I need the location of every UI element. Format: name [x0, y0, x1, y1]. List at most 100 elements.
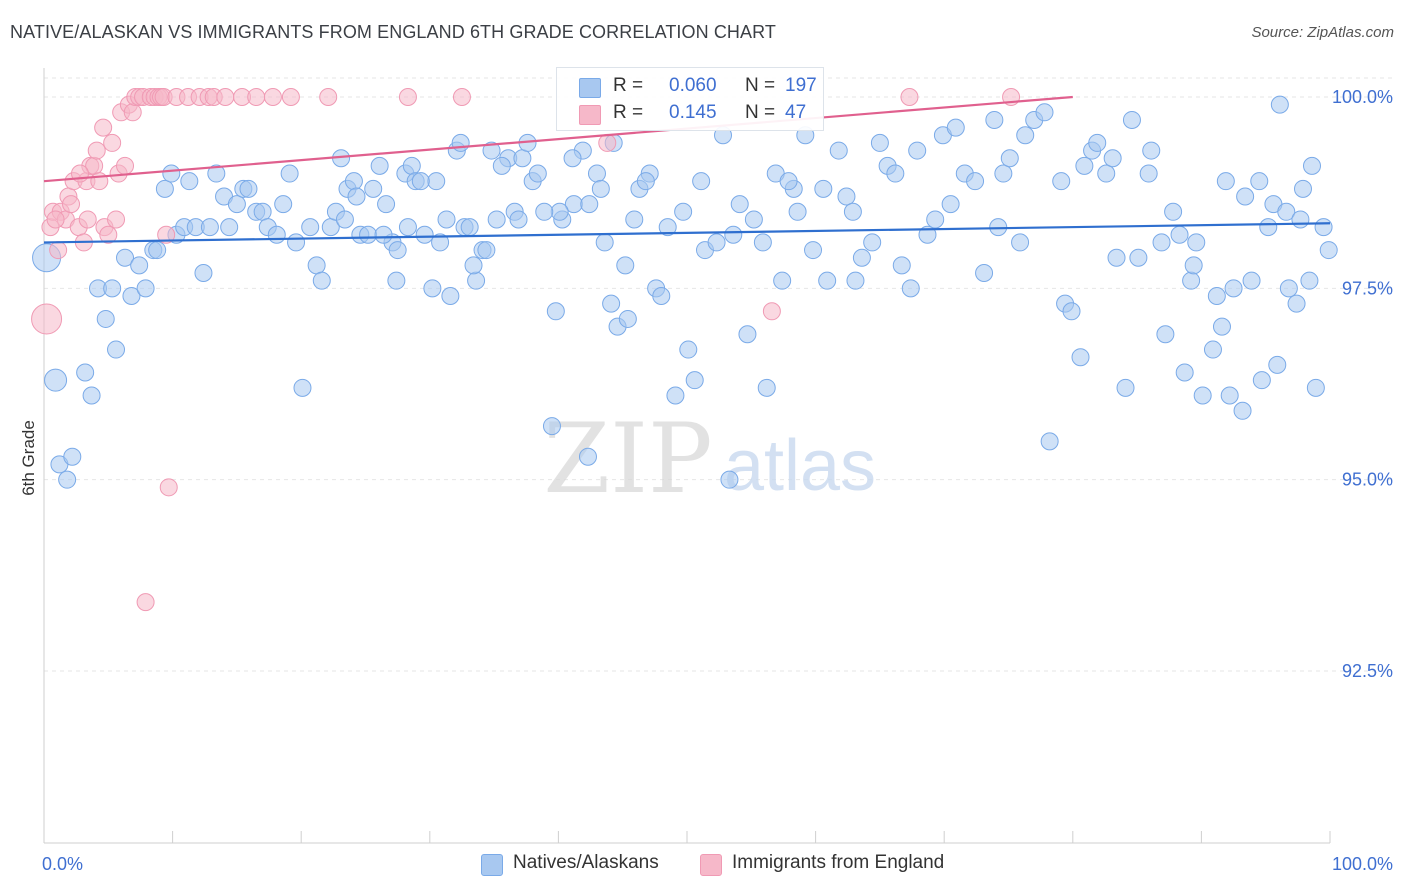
point-natives — [82, 386, 101, 405]
point-natives — [578, 447, 597, 466]
point-england — [49, 241, 68, 260]
point-natives — [1193, 386, 1212, 405]
point-natives — [1277, 202, 1296, 221]
point-natives — [1252, 371, 1271, 390]
point-natives — [1306, 378, 1325, 397]
point-natives — [1314, 218, 1333, 237]
point-natives — [587, 164, 606, 183]
point-natives — [1139, 164, 1158, 183]
point-england — [900, 88, 919, 106]
point-natives — [753, 233, 772, 252]
y-tick-label: 97.5% — [1342, 278, 1393, 298]
point-natives — [591, 179, 610, 198]
point-natives — [492, 156, 511, 175]
point-natives — [464, 256, 483, 275]
point-england — [46, 210, 65, 229]
point-natives — [1071, 348, 1090, 367]
point-natives — [535, 202, 554, 221]
axes-layer — [43, 68, 1331, 844]
point-natives — [773, 271, 792, 290]
point-natives — [220, 218, 239, 237]
point-natives — [1259, 218, 1278, 237]
y-tick-label: 95.0% — [1342, 470, 1393, 490]
point-england — [87, 141, 106, 160]
x-tick-label: 0.0% — [42, 854, 83, 874]
point-natives — [344, 172, 363, 191]
point-natives — [423, 279, 442, 298]
point-natives — [666, 386, 685, 405]
point-natives — [994, 164, 1013, 183]
point-natives — [1300, 271, 1319, 290]
point-natives — [130, 256, 149, 275]
watermark-atlas: atlas — [724, 426, 876, 506]
point-natives — [1236, 187, 1255, 206]
point-england — [247, 88, 266, 106]
point-natives — [437, 210, 456, 229]
bottom-legend-swatch-england — [700, 854, 722, 876]
point-natives — [1184, 256, 1203, 275]
watermark-zip: ZIP — [543, 403, 712, 515]
point-natives — [477, 241, 496, 260]
point-natives — [618, 309, 637, 328]
point-natives — [1011, 233, 1030, 252]
point-natives — [162, 164, 181, 183]
point-natives — [779, 172, 798, 191]
point-natives — [370, 156, 389, 175]
point-natives — [155, 179, 174, 198]
trend-line-natives — [43, 222, 1331, 244]
point-england — [136, 593, 155, 612]
point-natives — [625, 210, 644, 229]
point-natives — [1302, 156, 1321, 175]
point-natives — [1103, 149, 1122, 168]
point-natives — [1040, 432, 1059, 451]
point-natives — [1250, 172, 1269, 191]
legend-r-label: R = — [613, 75, 644, 96]
point-natives — [359, 225, 378, 244]
point-natives — [136, 279, 155, 298]
point-natives — [431, 233, 450, 252]
point-natives — [1164, 202, 1183, 221]
bottom-legend-label: Immigrants from England — [732, 852, 945, 873]
point-natives — [975, 264, 994, 283]
point-natives — [1207, 286, 1226, 305]
point-natives — [652, 286, 671, 305]
point-natives — [886, 164, 905, 183]
point-natives — [301, 218, 320, 237]
point-natives — [692, 172, 711, 191]
point-natives — [200, 218, 219, 237]
point-natives — [941, 195, 960, 214]
point-natives — [335, 210, 354, 229]
point-natives — [180, 172, 199, 191]
point-england — [107, 210, 126, 229]
point-natives — [1287, 294, 1306, 313]
legend-r-value: 0.060 — [669, 75, 717, 96]
point-natives — [818, 271, 837, 290]
point-natives — [487, 210, 506, 229]
trend-layer — [43, 95, 1331, 244]
point-natives — [580, 195, 599, 214]
legend-swatch-natives — [579, 78, 601, 98]
point-natives — [738, 325, 757, 344]
point-natives — [901, 279, 920, 298]
point-natives — [616, 256, 635, 275]
point-natives — [280, 164, 299, 183]
points-layer — [31, 88, 1338, 612]
point-natives — [788, 202, 807, 221]
point-natives — [720, 470, 739, 489]
point-natives — [1319, 241, 1338, 260]
point-natives — [636, 172, 655, 191]
point-natives — [837, 187, 856, 206]
point-england — [263, 88, 282, 106]
point-natives — [1216, 172, 1235, 191]
point-natives — [550, 202, 569, 221]
point-natives — [679, 340, 698, 359]
point-natives — [724, 225, 743, 244]
point-england — [116, 156, 135, 175]
point-natives — [1035, 103, 1054, 122]
point-england — [762, 302, 781, 321]
point-natives — [1220, 386, 1239, 405]
point-natives — [347, 187, 366, 206]
point-natives — [1088, 133, 1107, 152]
legend-n-value: 197 — [785, 75, 817, 96]
point-natives — [398, 218, 417, 237]
